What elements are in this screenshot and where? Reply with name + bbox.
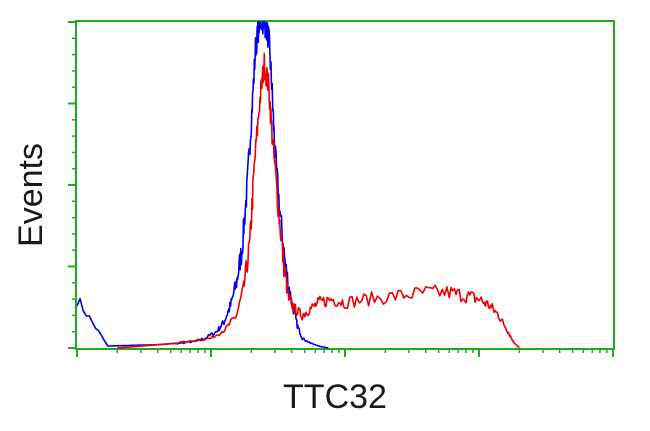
plot-frame [75, 20, 615, 350]
series-layer [76, 21, 520, 349]
y-axis-ticks [68, 21, 77, 349]
y-axis-label: Events [12, 143, 50, 247]
x-axis-ticks [76, 348, 614, 357]
series-2-line [117, 52, 520, 349]
x-axis-label: TTC32 [283, 378, 387, 416]
